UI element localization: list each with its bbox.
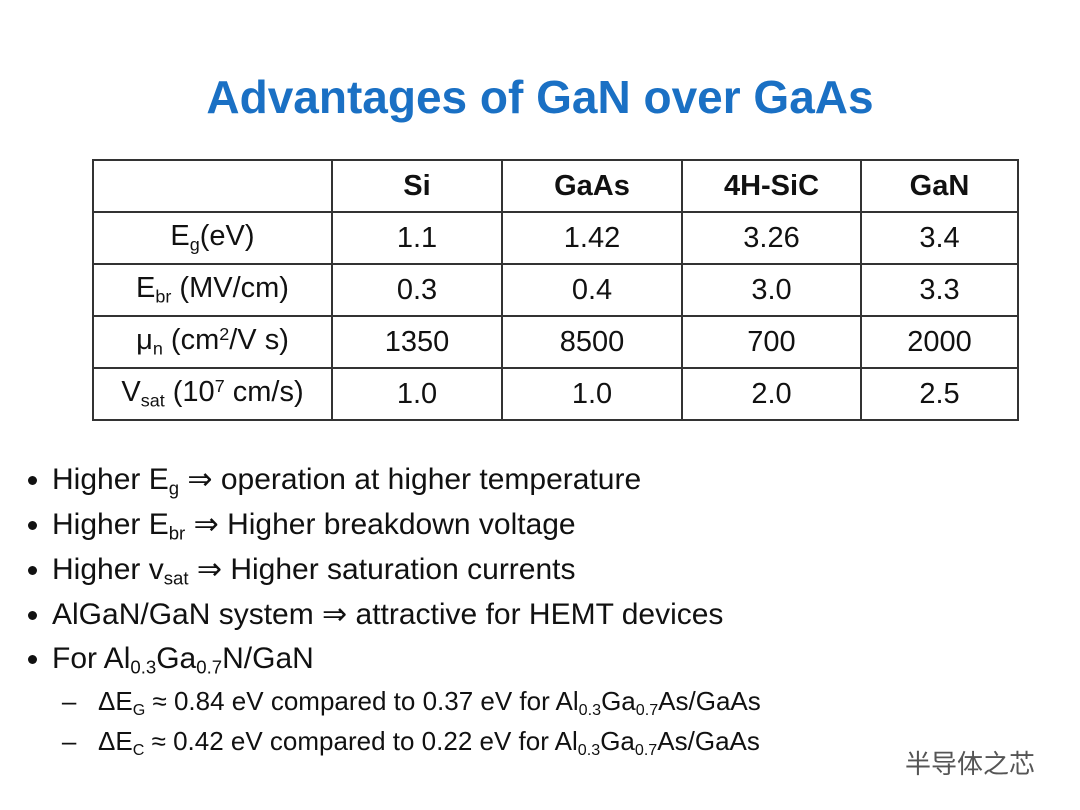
text: (10 (164, 376, 215, 409)
cell: 700 (681, 315, 862, 369)
subscript: sat (140, 390, 165, 411)
text: E (136, 272, 156, 305)
subscript: 0.3 (130, 656, 157, 678)
text: Higher E (52, 508, 169, 541)
cell: 1.0 (501, 367, 683, 421)
subscript: G (132, 700, 146, 719)
superscript: 2 (219, 324, 230, 345)
column-header: Si (331, 159, 503, 213)
cell: 3.3 (860, 263, 1019, 317)
subscript: br (168, 522, 186, 544)
cell: 1.0 (331, 367, 503, 421)
subscript: 0.3 (577, 740, 601, 759)
comparison-table: Si GaAs 4H-SiC GaN Eg(eV) 1.1 1.42 3.26 … (92, 159, 1019, 421)
sub-bullet: ΔEC ≈ 0.42 eV compared to 0.22 eV for Al… (98, 726, 761, 766)
corner-cell (92, 159, 333, 213)
text: Ga (601, 686, 636, 716)
subscript: g (168, 477, 180, 499)
text: μ (136, 324, 153, 357)
text: Higher E (52, 463, 169, 496)
superscript: 7 (214, 376, 225, 397)
cell: 2000 (860, 315, 1019, 369)
row-label: Ebr (MV/cm) (92, 263, 333, 317)
cell: 3.0 (681, 263, 862, 317)
watermark: 半导体之芯 (905, 749, 1036, 779)
subscript: 0.7 (635, 700, 659, 719)
text: N/GaN (222, 642, 314, 675)
row: Eg(eV) 1.1 1.42 3.26 3.4 (92, 211, 1019, 265)
cell: 2.5 (860, 367, 1019, 421)
text: For Al (52, 642, 131, 675)
subscript: br (155, 286, 172, 307)
column-header: 4H-SiC (681, 159, 862, 213)
subscript: 0.7 (634, 740, 658, 759)
subscript: 0.3 (578, 700, 602, 719)
text: E (170, 220, 190, 253)
row-label: Eg(eV) (92, 211, 333, 265)
row: Vsat (107 cm/s) 1.0 1.0 2.0 2.5 (92, 367, 1019, 421)
text: Ga (156, 642, 197, 675)
cell: 1350 (331, 315, 503, 369)
bullet: AlGaN/GaN system ⇒ attractive for HEMT d… (52, 597, 723, 642)
text: Ga (600, 726, 635, 756)
subscript: 0.7 (196, 656, 223, 678)
text: ≈ 0.84 eV compared to 0.37 eV for Al (145, 686, 579, 716)
cell: 1.1 (331, 211, 503, 265)
bullet: Higher Eg ⇒ operation at higher temperat… (52, 462, 723, 507)
cell: 0.3 (331, 263, 503, 317)
text: (MV/cm) (171, 272, 289, 305)
text: As/GaAs (658, 686, 761, 716)
cell: 0.4 (501, 263, 683, 317)
text: cm/s) (224, 376, 304, 409)
cell: 2.0 (681, 367, 862, 421)
row: Ebr (MV/cm) 0.3 0.4 3.0 3.3 (92, 263, 1019, 317)
row: μn (cm2/V s) 1350 8500 700 2000 (92, 315, 1019, 369)
text: ΔE (98, 726, 133, 756)
sub-bullet: ΔEG ≈ 0.84 eV compared to 0.37 eV for Al… (98, 686, 761, 726)
subscript: n (152, 338, 163, 359)
bullet: Higher Ebr ⇒ Higher breakdown voltage (52, 507, 723, 552)
bullet: For Al0.3Ga0.7N/GaN (52, 642, 723, 687)
row-label: μn (cm2/V s) (92, 315, 333, 369)
text: (cm (162, 324, 220, 357)
cell: 1.42 (501, 211, 683, 265)
text: ≈ 0.42 eV compared to 0.22 eV for Al (144, 726, 578, 756)
subscript: sat (163, 567, 189, 589)
text: ⇒ operation at higher temperature (179, 463, 642, 496)
cell: 8500 (501, 315, 683, 369)
column-header: GaAs (501, 159, 683, 213)
cell: 3.4 (860, 211, 1019, 265)
slide-title: Advantages of GaN over GaAs (206, 71, 874, 123)
cell: 3.26 (681, 211, 862, 265)
text: Higher v (52, 553, 164, 586)
text: ΔE (98, 686, 133, 716)
text: V (121, 376, 141, 409)
row-label: Vsat (107 cm/s) (92, 367, 333, 421)
text: /V s) (229, 324, 289, 357)
subscript: C (132, 740, 145, 759)
bullet-list: Higher Eg ⇒ operation at higher temperat… (52, 462, 723, 687)
sub-bullet-list: ΔEG ≈ 0.84 eV compared to 0.37 eV for Al… (98, 686, 761, 766)
bullet: Higher vsat ⇒ Higher saturation currents (52, 552, 723, 597)
text: ⇒ Higher breakdown voltage (185, 508, 576, 541)
subscript: g (189, 234, 200, 255)
column-header: GaN (860, 159, 1019, 213)
text: As/GaAs (657, 726, 760, 756)
text: ⇒ Higher saturation currents (188, 553, 576, 586)
text: AlGaN/GaN system ⇒ attractive for HEMT d… (52, 598, 724, 631)
text: (eV) (199, 220, 255, 253)
header-row: Si GaAs 4H-SiC GaN (92, 159, 1019, 213)
